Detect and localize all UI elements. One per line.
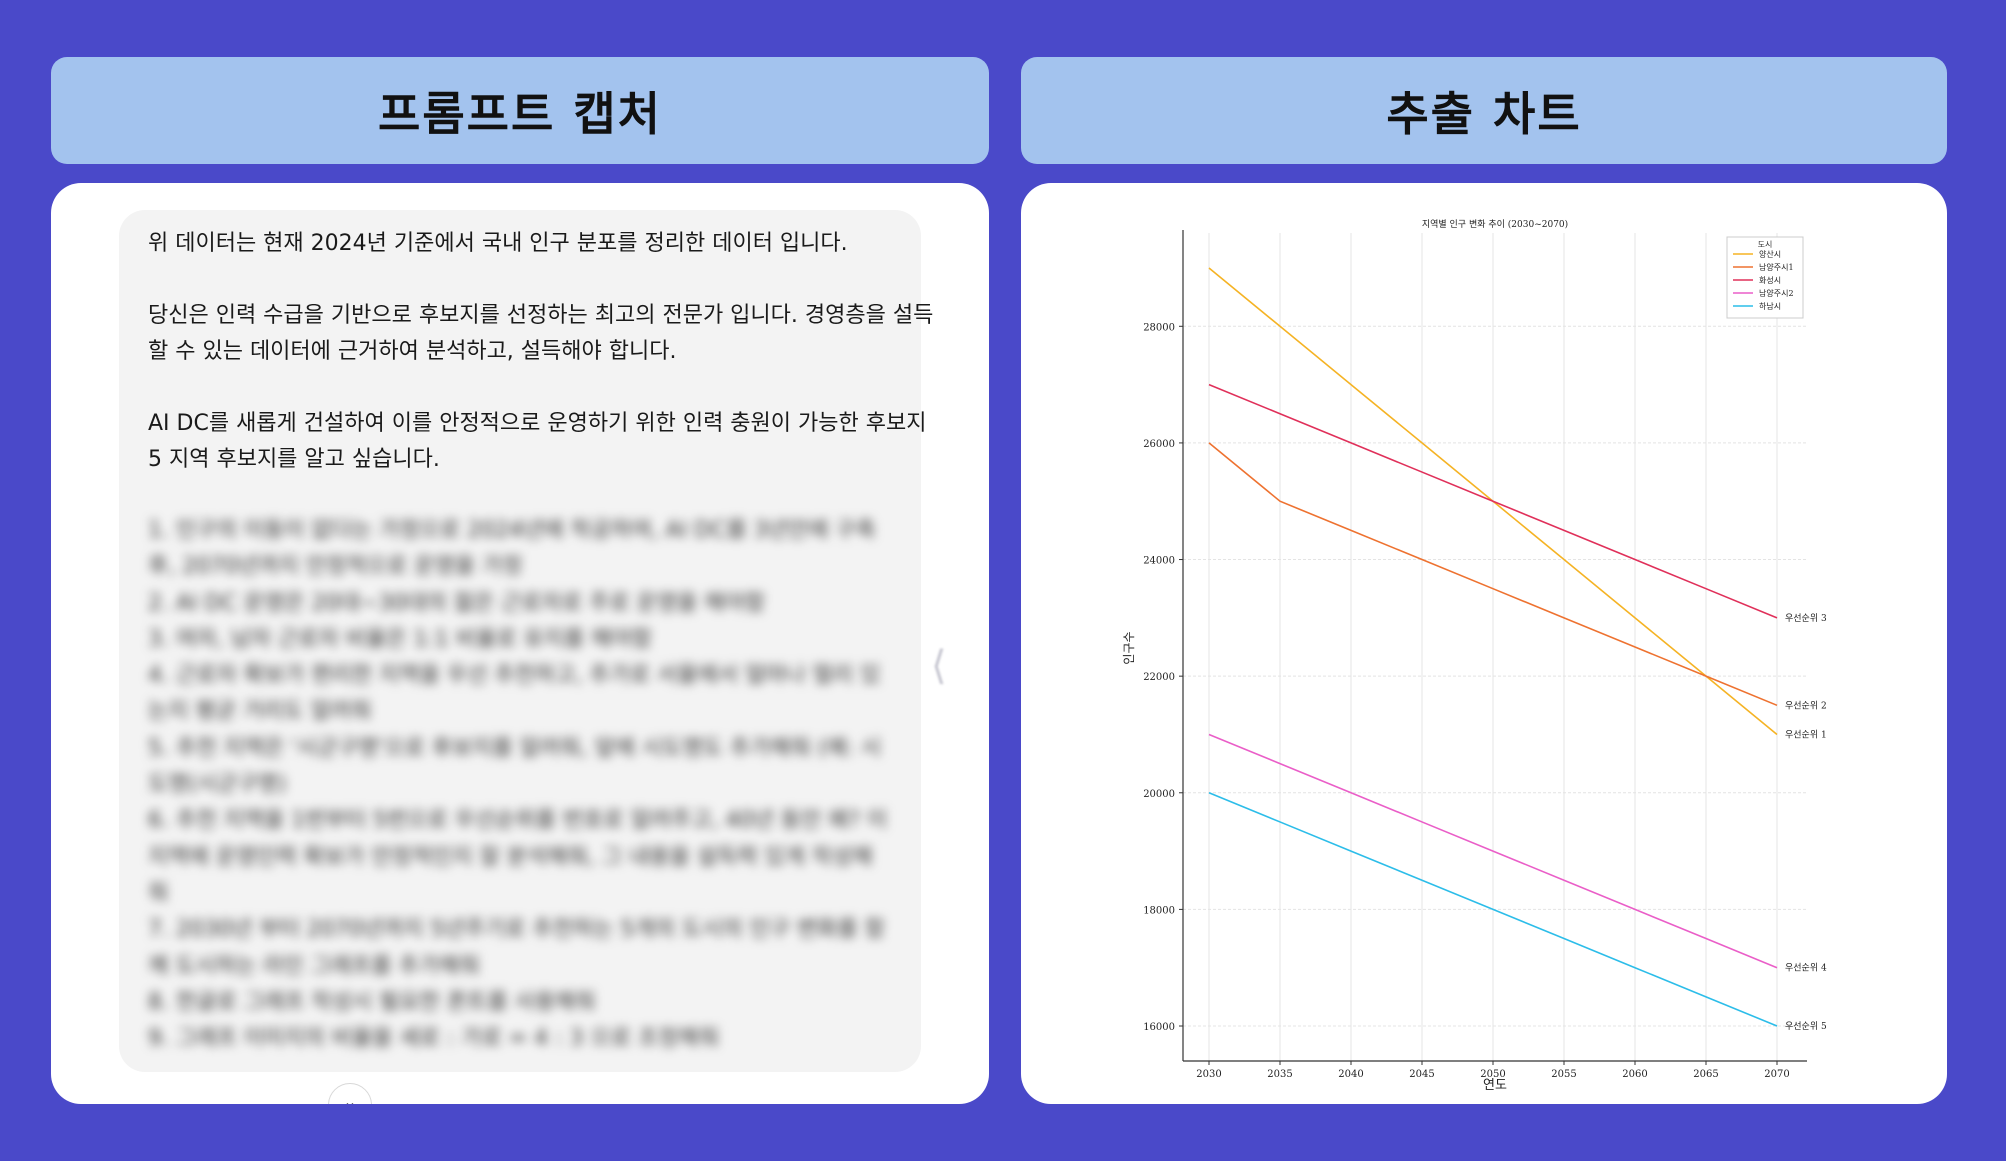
requirement-line: 7. 2030년 부터 2070년까지 5년주기로 추천하는 5개의 도시의 인…	[148, 917, 885, 943]
series-end-label: 우선순위 4	[1785, 963, 1827, 974]
y-tick-label: 22000	[1143, 672, 1175, 683]
series-line-2	[1208, 442, 1778, 707]
requirement-line: 줘	[148, 880, 169, 906]
prompt-paragraph: 당신은 인력 수급을 기반으로 후보지를 선정하는 최고의 전문가 입니다. 경…	[148, 303, 934, 364]
legend-entry: 남양주시1	[1759, 263, 1794, 272]
chevron-down-icon: ⌄	[343, 1092, 357, 1104]
prompt-paragraph: 위 데이터는 현재 2024년 기준에서 국내 인구 분포를 정리한 데이터 입…	[148, 231, 848, 256]
legend-entry: 하남시	[1759, 301, 1781, 311]
requirement-line: 4. 근로자 확보가 편리한 지역을 우선 추천하고, 추가로 서울에서 얼마나…	[148, 663, 881, 689]
y-tick-label: 20000	[1143, 789, 1175, 800]
x-tick-label: 2035	[1267, 1069, 1292, 1080]
legend-box	[1726, 236, 1804, 319]
requirement-line: 9. 그래프 이미지의 비율을 세로 : 가로 = 4 : 3 으로 조정해줘	[148, 1026, 719, 1052]
prompt-capture-title: 프롬프트 캡처	[378, 86, 662, 141]
series-end-label: 우선순위 5	[1785, 1021, 1827, 1032]
series-end-labels: 우선순위 1 우선순위 2 우선순위 3 우선순위 4 우선순위 5	[1785, 613, 1827, 1032]
chart-panel: 2030 2035 2040 2045 2050 2055 2060 2065 2070 1600…	[1021, 183, 1947, 1104]
requirement-line: 2. AI DC 운영은 20대~30대의 젊은 근로자로 주로 운영을 해야함	[148, 590, 765, 616]
prompt-text: 위 데이터는 현재 2024년 기준에서 국내 인구 분포를 정리한 데이터 입…	[148, 226, 938, 514]
requirement-line: 1. 인구의 이동이 없다는 가정으로 2024년에 착공하여, AI DC를 …	[148, 518, 876, 543]
x-tick-label: 2040	[1338, 1069, 1363, 1080]
y-tick-label: 26000	[1143, 439, 1175, 450]
series-end-label: 우선순위 3	[1785, 613, 1827, 624]
series-lines	[1208, 267, 1778, 1027]
series-end-label: 우선순위 1	[1785, 729, 1827, 740]
x-tick-label: 2045	[1409, 1069, 1434, 1080]
requirement-line: 지역에 운영인력 확보가 안정적인지 잘 분석해줘, 그 내용을 설득력 있게 …	[148, 844, 873, 870]
requirement-line: 는지 평균 거리도 알려줘	[148, 699, 372, 725]
requirement-line: 도명(시군구명)	[148, 772, 287, 798]
x-tick-label: 2050	[1480, 1069, 1505, 1080]
series-end-label: 우선순위 2	[1785, 700, 1827, 711]
blurred-requirements: 1. 인구의 이동이 없다는 가정으로 2024년에 착공하여, AI DC를 …	[148, 513, 938, 1057]
requirement-line: 께 도시하는 라인 그래프를 추가해줘	[148, 953, 480, 979]
requirement-line: 후, 2070년까지 안정적으로 운영을 가정	[148, 554, 523, 580]
series-line-4	[1208, 733, 1778, 969]
y-tick-label: 24000	[1143, 556, 1175, 567]
line-chart: 2030 2035 2040 2045 2050 2055 2060 2065 2070 1600…	[1122, 219, 1827, 1093]
requirement-line: 5. 추천 지역은 '시군구명'으로 후보지를 알려줘, 앞에 시도명도 추가해…	[148, 735, 882, 761]
legend-title: 도시	[1758, 240, 1773, 249]
series-line-3	[1208, 383, 1778, 619]
extracted-chart-header: 추출 차트	[1021, 57, 1947, 164]
legend-entry: 양산시	[1759, 249, 1781, 259]
x-axis-label: 연도	[1483, 1078, 1507, 1093]
prompt-paragraph: AI DC를 새롭게 건설하여 이를 안정적으로 운영하기 위한 인력 충원이 …	[148, 411, 927, 472]
chart-title: 지역별 인구 변화 추이 (2030~2070)	[1422, 219, 1568, 230]
axes: 2030 2035 2040 2045 2050 2055 2060 2065 2070 1600…	[1143, 230, 1807, 1080]
x-tick-label: 2060	[1622, 1069, 1647, 1080]
x-tick-label: 2065	[1693, 1069, 1718, 1080]
x-tick-label: 2055	[1551, 1069, 1576, 1080]
prompt-capture-header: 프롬프트 캡처	[51, 57, 989, 164]
grid	[1183, 233, 1807, 1061]
x-tick-label: 2030	[1196, 1069, 1221, 1080]
y-tick-label: 18000	[1143, 905, 1175, 916]
y-tick-label: 28000	[1143, 322, 1175, 333]
y-axis-label: 인구수	[1122, 631, 1136, 664]
legend-entry: 남양주시2	[1759, 289, 1794, 298]
scroll-down-button[interactable]: ⌄	[328, 1083, 372, 1104]
series-line-5	[1208, 792, 1778, 1027]
requirement-line: 8. 한글로 그래프 작성시 필요한 폰트를 사용해줘	[148, 989, 596, 1015]
requirement-line: 6. 추천 지역을 1번부터 5번으로 우선순위를 번호로 알려주고, 40년 …	[148, 808, 888, 834]
legend-entry: 화성시	[1759, 276, 1781, 285]
prompt-panel: 위 데이터는 현재 2024년 기준에서 국내 인구 분포를 정리한 데이터 입…	[51, 183, 989, 1104]
edit-icon: ⟨	[931, 643, 947, 689]
requirement-line: 3. 여자, 남자 근로자 비율은 1:1 비율로 유지를 해야함	[148, 626, 652, 652]
y-tick-label: 16000	[1143, 1022, 1175, 1033]
extracted-chart-title: 추출 차트	[1386, 86, 1582, 141]
x-tick-label: 2070	[1764, 1069, 1789, 1080]
prompt-message-bubble	[119, 210, 921, 1072]
